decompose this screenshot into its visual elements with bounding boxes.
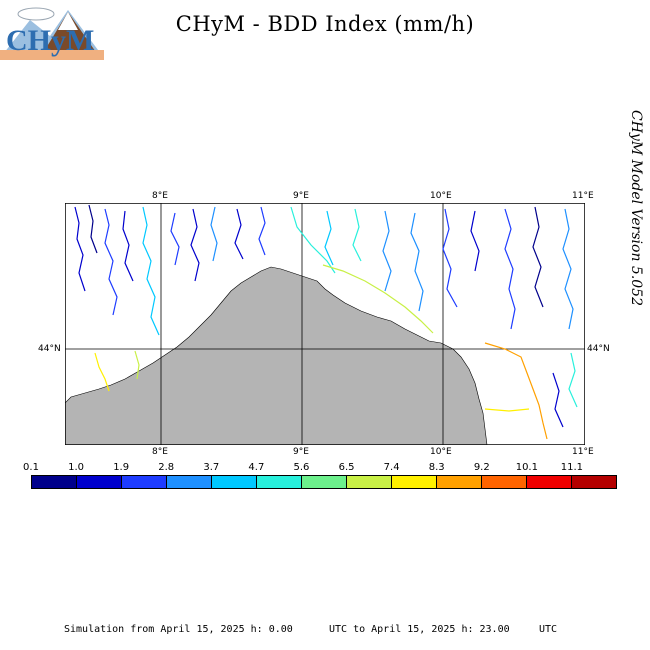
colorbar-tick-label: 1.0	[68, 462, 85, 473]
lon-label-top-8: 8°E	[152, 191, 168, 201]
colorbar-segment	[167, 476, 212, 488]
river	[122, 210, 134, 282]
river	[484, 342, 548, 440]
river	[210, 206, 218, 262]
colorbar-segment	[482, 476, 527, 488]
colorbar-segment	[32, 476, 77, 488]
colorbar-tick-label: 1.9	[113, 462, 130, 473]
simulation-timezone: UTC	[539, 624, 558, 635]
map-panel	[64, 202, 586, 446]
river	[568, 352, 578, 408]
lat-label-left-44: 44°N	[38, 344, 61, 354]
lon-label-bottom-9: 9°E	[293, 447, 309, 457]
river	[88, 204, 98, 254]
colorbar-segment	[122, 476, 167, 488]
colorbar-segment	[212, 476, 257, 488]
logo-text: CHyM	[6, 24, 94, 57]
river	[170, 212, 180, 266]
river	[258, 206, 266, 256]
river	[142, 206, 160, 336]
river	[352, 208, 362, 262]
colorbar-segment	[527, 476, 572, 488]
river	[532, 206, 544, 308]
colorbar-segment	[257, 476, 302, 488]
river	[504, 208, 516, 330]
colorbar	[31, 475, 617, 489]
map-svg	[64, 202, 586, 446]
colorbar-tick-label: 3.7	[203, 462, 220, 473]
lat-label-right-44: 44°N	[587, 344, 610, 354]
sea-area	[64, 266, 488, 446]
river	[234, 208, 244, 260]
river	[74, 206, 86, 292]
map-grid	[65, 203, 585, 445]
lon-label-bottom-11: 11°E	[572, 447, 594, 457]
simulation-start: Simulation from April 15, 2025 h: 0.00	[64, 624, 293, 635]
colorbar-tick-label: 5.6	[293, 462, 310, 473]
colorbar-tick-label: 4.7	[248, 462, 265, 473]
lon-label-top-9: 9°E	[293, 191, 309, 201]
river	[104, 208, 118, 316]
colorbar-tick-label: 10.1	[515, 462, 538, 473]
river	[382, 210, 392, 292]
colorbar-tick-label: 2.8	[158, 462, 175, 473]
colorbar-tick-label: 8.3	[428, 462, 445, 473]
river	[324, 210, 334, 266]
colorbar-tick-label: 9.2	[473, 462, 490, 473]
page-title: CHyM - BDD Index (mm/h)	[175, 12, 475, 36]
river	[552, 372, 564, 428]
river	[484, 408, 530, 412]
colorbar-segment	[347, 476, 392, 488]
lon-label-bottom-10: 10°E	[430, 447, 452, 457]
lon-label-bottom-8: 8°E	[152, 447, 168, 457]
colorbar-tick-label: 0.1	[23, 462, 39, 473]
river	[470, 210, 480, 272]
lon-label-top-10: 10°E	[430, 191, 452, 201]
colorbar-segment	[437, 476, 482, 488]
simulation-end: UTC to April 15, 2025 h: 23.00	[329, 624, 510, 635]
lon-label-top-11: 11°E	[572, 191, 594, 201]
river	[134, 350, 140, 380]
colorbar-tick-label: 7.4	[383, 462, 400, 473]
colorbar-segment	[392, 476, 437, 488]
colorbar-tick-label: 11.1	[560, 462, 584, 473]
river	[290, 206, 336, 274]
chym-logo: CHyM	[0, 0, 104, 60]
model-version: CHyM Model Version 5.052	[628, 110, 644, 306]
river	[322, 264, 434, 334]
river	[94, 352, 110, 392]
river	[410, 212, 424, 312]
river	[442, 208, 458, 308]
colorbar-segment	[77, 476, 122, 488]
river	[562, 208, 574, 330]
river-network	[74, 204, 578, 440]
river	[190, 208, 200, 282]
colorbar-segment	[302, 476, 347, 488]
colorbar-tick-label: 6.5	[338, 462, 355, 473]
colorbar-segment	[572, 476, 616, 488]
